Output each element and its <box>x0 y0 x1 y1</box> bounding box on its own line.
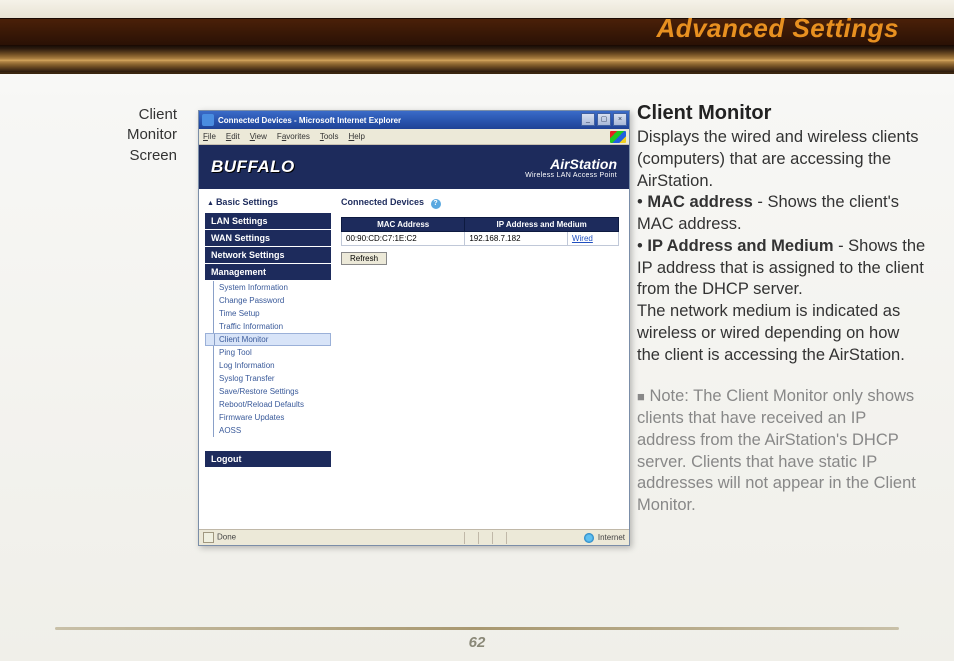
ie-title-text: Connected Devices - Microsoft Internet E… <box>218 116 401 125</box>
windows-flag-icon <box>610 131 626 143</box>
nav-sub-reboot-reload[interactable]: Reboot/Reload Defaults <box>205 398 331 411</box>
table-header-row: MAC Address IP Address and Medium <box>342 218 619 232</box>
doc-body: Displays the wired and wireless clients … <box>637 127 926 366</box>
nav-network-settings[interactable]: Network Settings <box>205 247 331 263</box>
title-bar: Advanced Settings <box>0 18 954 46</box>
nav-sub-traffic-information[interactable]: Traffic Information <box>205 320 331 333</box>
maximize-button[interactable]: ▢ <box>597 113 611 126</box>
medium-link[interactable]: Wired <box>572 234 593 243</box>
ie-statusbar: Done Internet <box>199 529 629 545</box>
logout-button[interactable]: Logout <box>205 451 331 467</box>
ie-app-icon <box>202 114 214 126</box>
menu-favorites[interactable]: Favorites <box>277 132 310 141</box>
nav-sub-log-information[interactable]: Log Information <box>205 359 331 372</box>
product-banner: BUFFALO AirStation Wireless LAN Access P… <box>199 145 629 189</box>
doc-intro: Displays the wired and wireless clients … <box>637 128 919 190</box>
content-area: Client Monitor Screen Connected Devices … <box>0 80 954 626</box>
minimize-button[interactable]: _ <box>581 113 595 126</box>
nav-sub-time-setup[interactable]: Time Setup <box>205 307 331 320</box>
help-icon[interactable]: ? <box>431 199 441 209</box>
nav-sub-ping-tool[interactable]: Ping Tool <box>205 346 331 359</box>
page-number: 62 <box>0 634 954 651</box>
screenshot-caption: Client Monitor Screen <box>0 80 185 626</box>
nav-sub-system-information[interactable]: System Information <box>205 281 331 294</box>
panel-heading-text: Connected Devices <box>341 197 424 207</box>
decorative-stripe <box>0 46 954 74</box>
doc-mac-label: MAC address <box>647 193 752 211</box>
cell-mac: 00:90:CD:C7:1E:C2 <box>342 232 465 246</box>
table-row: 00:90:CD:C7:1E:C2 192.168.7.182 Wired <box>342 232 619 246</box>
panel-heading: Connected Devices ? <box>341 197 619 209</box>
menu-tools[interactable]: Tools <box>320 132 339 141</box>
status-slot <box>506 532 520 544</box>
documentation-text: Client Monitor Displays the wired and wi… <box>625 80 954 626</box>
nav-sub-client-monitor[interactable]: Client Monitor <box>205 333 331 346</box>
note-label: Note: <box>649 387 688 405</box>
basic-settings-link[interactable]: Basic Settings <box>205 197 331 207</box>
page-footer: 62 <box>0 627 954 661</box>
internet-zone-icon <box>584 533 594 543</box>
cell-ip: 192.168.7.182 <box>465 232 568 246</box>
caption-line: Screen <box>0 146 177 166</box>
menu-help[interactable]: Help <box>349 132 365 141</box>
refresh-button[interactable]: Refresh <box>341 252 387 265</box>
close-button[interactable]: × <box>613 113 627 126</box>
caption-line: Client <box>0 105 177 125</box>
nav-sub-save-restore[interactable]: Save/Restore Settings <box>205 385 331 398</box>
caption-line: Monitor <box>0 125 177 145</box>
product-name: AirStation <box>525 156 617 172</box>
window-buttons: _ ▢ × <box>581 113 627 126</box>
brand-logo: BUFFALO <box>211 157 295 177</box>
product-name-block: AirStation Wireless LAN Access Point <box>525 156 617 179</box>
doc-note: ■ Note: The Client Monitor only shows cl… <box>637 386 926 517</box>
doc-heading: Client Monitor <box>637 102 926 125</box>
nav-sub-syslog-transfer[interactable]: Syslog Transfer <box>205 372 331 385</box>
nav-sub-change-password[interactable]: Change Password <box>205 294 331 307</box>
menu-file[interactable]: File <box>203 132 216 141</box>
clients-table: MAC Address IP Address and Medium 00:90:… <box>341 217 619 246</box>
menu-view[interactable]: View <box>250 132 267 141</box>
status-done: Done <box>203 532 236 543</box>
ie-titlebar: Connected Devices - Microsoft Internet E… <box>199 111 629 129</box>
nav-sub-aoss[interactable]: AOSS <box>205 424 331 437</box>
nav-lan-settings[interactable]: LAN Settings <box>205 213 331 229</box>
status-slots <box>464 532 520 544</box>
main-panel: Connected Devices ? MAC Address IP Addre… <box>331 189 629 529</box>
col-ip-medium: IP Address and Medium <box>465 218 619 232</box>
note-bullet-icon: ■ <box>637 389 645 404</box>
screenshot-container: Connected Devices - Microsoft Internet E… <box>185 80 625 626</box>
doc-medium-desc: The network medium is indicated as wirel… <box>637 302 905 364</box>
status-slot <box>492 532 506 544</box>
admin-body: Basic Settings LAN Settings WAN Settings… <box>199 189 629 529</box>
menu-edit[interactable]: Edit <box>226 132 240 141</box>
cell-medium: Wired <box>567 232 618 246</box>
status-slot <box>478 532 492 544</box>
page-title: Advanced Settings <box>656 13 899 44</box>
footer-rule <box>55 627 899 630</box>
note-body: The Client Monitor only shows clients th… <box>637 387 916 514</box>
col-mac-address: MAC Address <box>342 218 465 232</box>
nav-management[interactable]: Management <box>205 264 331 280</box>
product-subtitle: Wireless LAN Access Point <box>525 172 617 179</box>
status-zone: Internet <box>598 533 625 542</box>
status-slot <box>464 532 478 544</box>
doc-ip-label: IP Address and Medium <box>647 237 833 255</box>
nav-wan-settings[interactable]: WAN Settings <box>205 230 331 246</box>
nav-sub-firmware-updates[interactable]: Firmware Updates <box>205 411 331 424</box>
ie-menubar: File Edit View Favorites Tools Help <box>199 129 629 145</box>
sidebar: Basic Settings LAN Settings WAN Settings… <box>199 189 331 529</box>
status-right: Internet <box>464 532 625 544</box>
ie-window: Connected Devices - Microsoft Internet E… <box>198 110 630 546</box>
